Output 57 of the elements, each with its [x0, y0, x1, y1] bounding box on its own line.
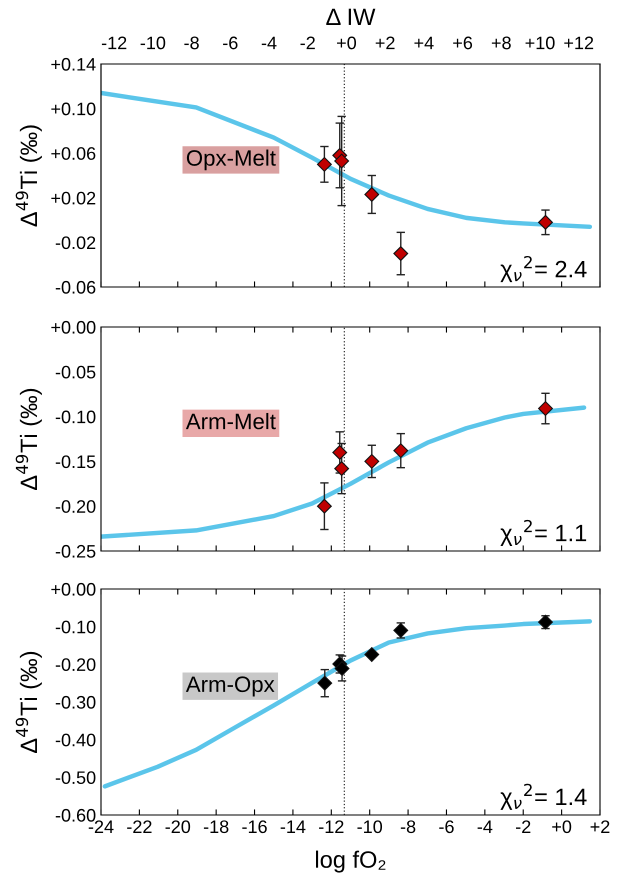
x-tick-label: +2 — [590, 820, 610, 833]
x2-tick-label: +8 — [492, 36, 511, 50]
annotation: χ$_{ν}$$^{2}$= 1.4 — [500, 784, 587, 810]
annotation: Opx-Melt — [186, 150, 276, 170]
x-tick-label: -24 — [88, 820, 114, 833]
x-tick-label: -12 — [319, 820, 344, 833]
x-tick-label: -18 — [204, 820, 228, 834]
y-tick-label: +0.14 — [51, 58, 96, 71]
y-tick-label: +0.00 — [51, 582, 96, 596]
y-tick-label: -0.10 — [56, 410, 96, 424]
x-tick-label: -2 — [516, 820, 530, 833]
y-tick-label: +0.06 — [51, 147, 96, 160]
annotation: Arm-Melt — [186, 412, 276, 430]
y-axis-title: Δ$^{49}$Ti (‰) — [16, 388, 42, 490]
x2-tick-label: +2 — [376, 36, 395, 50]
y-tick-label: -0.02 — [56, 236, 96, 250]
y-tick-label: +0.00 — [51, 320, 96, 334]
y-tick-label: -0.60 — [56, 808, 96, 822]
annotation: χ$_{ν}$$^{2}$= 1.1 — [500, 520, 586, 546]
x2-tick-label: -4 — [262, 36, 277, 50]
y-tick-label: -0.30 — [56, 696, 96, 709]
y-tick-label: -0.20 — [56, 500, 96, 513]
y-tick-label: -0.40 — [56, 734, 96, 746]
annotation: χ$_{ν}$$^{2}$= 2.4 — [500, 256, 587, 282]
x-tick-label: +0 — [552, 820, 572, 834]
annotation: Arm-Opx — [186, 676, 274, 697]
x-tick-label: -4 — [478, 820, 492, 833]
y-tick-label: -0.25 — [56, 544, 96, 558]
y-tick-label: -0.10 — [56, 620, 96, 634]
x2-tick-label: -12 — [102, 36, 126, 50]
x-tick-label: -14 — [280, 820, 306, 833]
x-tick-label: -16 — [242, 820, 267, 834]
x2-axis-title: Δ IW — [326, 8, 376, 25]
x-tick-label: -20 — [166, 820, 190, 834]
x2-tick-label: +12 — [564, 36, 594, 50]
y-tick-label: -0.20 — [56, 658, 96, 672]
x-tick-label: -6 — [439, 820, 454, 834]
x-axis-title: log fO₂ — [316, 850, 386, 873]
x-tick-label: -10 — [357, 820, 382, 834]
y-axis-title: Δ$^{49}$Ti (‰) — [16, 652, 42, 754]
x2-tick-label: +6 — [453, 36, 472, 50]
y-tick-label: +0.02 — [51, 192, 96, 205]
x2-tick-label: -2 — [300, 36, 315, 50]
y-tick-label: +0.10 — [51, 102, 96, 116]
y-tick-label: -0.50 — [56, 771, 96, 784]
y-tick-label: -0.15 — [56, 455, 96, 468]
x2-tick-label: +10 — [526, 36, 555, 50]
x-tick-label: -22 — [127, 820, 152, 833]
y-tick-label: -0.06 — [56, 280, 96, 294]
x2-tick-label: +0 — [337, 36, 356, 50]
x2-tick-label: -6 — [223, 36, 238, 50]
x-tick-label: -8 — [400, 820, 416, 834]
x2-tick-label: -10 — [140, 36, 166, 50]
y-axis-title: Δ$^{49}$Ti (‰) — [16, 125, 42, 227]
x2-tick-label: +4 — [414, 36, 434, 50]
y-tick-label: -0.05 — [56, 366, 96, 379]
x2-tick-label: -8 — [184, 36, 199, 50]
